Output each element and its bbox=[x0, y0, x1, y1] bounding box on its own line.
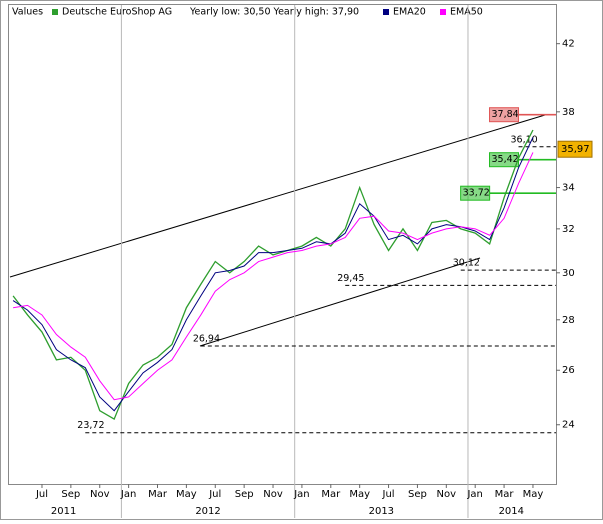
legend-label: Deutsche EuroShop AG bbox=[62, 7, 172, 18]
x-tick-label: Mar bbox=[321, 489, 341, 500]
level-label: 29,45 bbox=[337, 273, 364, 284]
plot-frame bbox=[8, 4, 557, 485]
level-label: 36,10 bbox=[511, 134, 538, 145]
level-label-box bbox=[460, 185, 491, 201]
y-tick-label: 28 bbox=[562, 315, 575, 326]
x-year-label: 2013 bbox=[369, 506, 394, 517]
x-tick-label: Nov bbox=[263, 489, 283, 500]
last-price-box bbox=[557, 140, 593, 158]
level-label: 26,94 bbox=[193, 334, 220, 345]
x-tick-label: Nov bbox=[90, 489, 110, 500]
level-label: 37,84 bbox=[492, 109, 519, 120]
last-price-label: 35,97 bbox=[561, 144, 590, 155]
y-tick-label: 42 bbox=[562, 39, 575, 50]
level-label: 33,72 bbox=[463, 188, 490, 199]
x-year-label: 2011 bbox=[51, 506, 76, 517]
legend-swatch bbox=[440, 9, 446, 15]
trend-channel-lower bbox=[199, 257, 481, 347]
x-tick-label: May bbox=[523, 489, 544, 500]
level-label: 30,12 bbox=[453, 258, 480, 269]
x-tick-label: May bbox=[349, 489, 370, 500]
legend-swatch bbox=[52, 9, 58, 15]
y-tick-label: 30 bbox=[562, 268, 575, 279]
x-tick-label: Jul bbox=[382, 489, 395, 500]
x-tick-label: May bbox=[176, 489, 197, 500]
level-label: 23,72 bbox=[77, 420, 104, 431]
y-tick-label: 38 bbox=[562, 107, 575, 118]
legend-note: Yearly low: 30,50 Yearly high: 37,90 bbox=[189, 7, 359, 18]
x-year-label: 2012 bbox=[195, 506, 220, 517]
legend-label: EMA50 bbox=[450, 7, 483, 18]
x-tick-label: Jan bbox=[120, 489, 136, 500]
x-tick-label: Sep bbox=[408, 489, 427, 500]
series-line bbox=[13, 152, 534, 401]
x-tick-label: Jan bbox=[293, 489, 309, 500]
x-year-label: 2014 bbox=[499, 506, 524, 517]
x-tick-label: Nov bbox=[437, 489, 457, 500]
y-tick-label: 24 bbox=[562, 420, 575, 431]
level-label: 35,42 bbox=[492, 154, 519, 165]
legend: Values Yearly low: 30,50 Yearly high: 37… bbox=[9, 5, 499, 19]
legend-swatch bbox=[383, 9, 389, 15]
y-tick-label: 32 bbox=[562, 224, 575, 235]
series-line bbox=[12, 129, 534, 421]
trend-channel-upper bbox=[9, 114, 546, 278]
x-tick-label: Sep bbox=[235, 489, 254, 500]
x-tick-label: Jan bbox=[466, 489, 482, 500]
x-tick-label: Jul bbox=[35, 489, 48, 500]
x-tick-label: Jul bbox=[208, 489, 221, 500]
legend-label: EMA20 bbox=[393, 7, 426, 18]
series-line bbox=[12, 137, 534, 412]
y-tick-label: 26 bbox=[562, 365, 575, 376]
x-tick-label: Sep bbox=[61, 489, 80, 500]
level-label-box bbox=[489, 107, 520, 123]
y-tick-label: 34 bbox=[562, 183, 575, 194]
legend-background bbox=[9, 5, 499, 19]
x-tick-label: Mar bbox=[148, 489, 168, 500]
x-tick-label: Mar bbox=[495, 489, 515, 500]
legend-title: Values bbox=[12, 7, 43, 18]
